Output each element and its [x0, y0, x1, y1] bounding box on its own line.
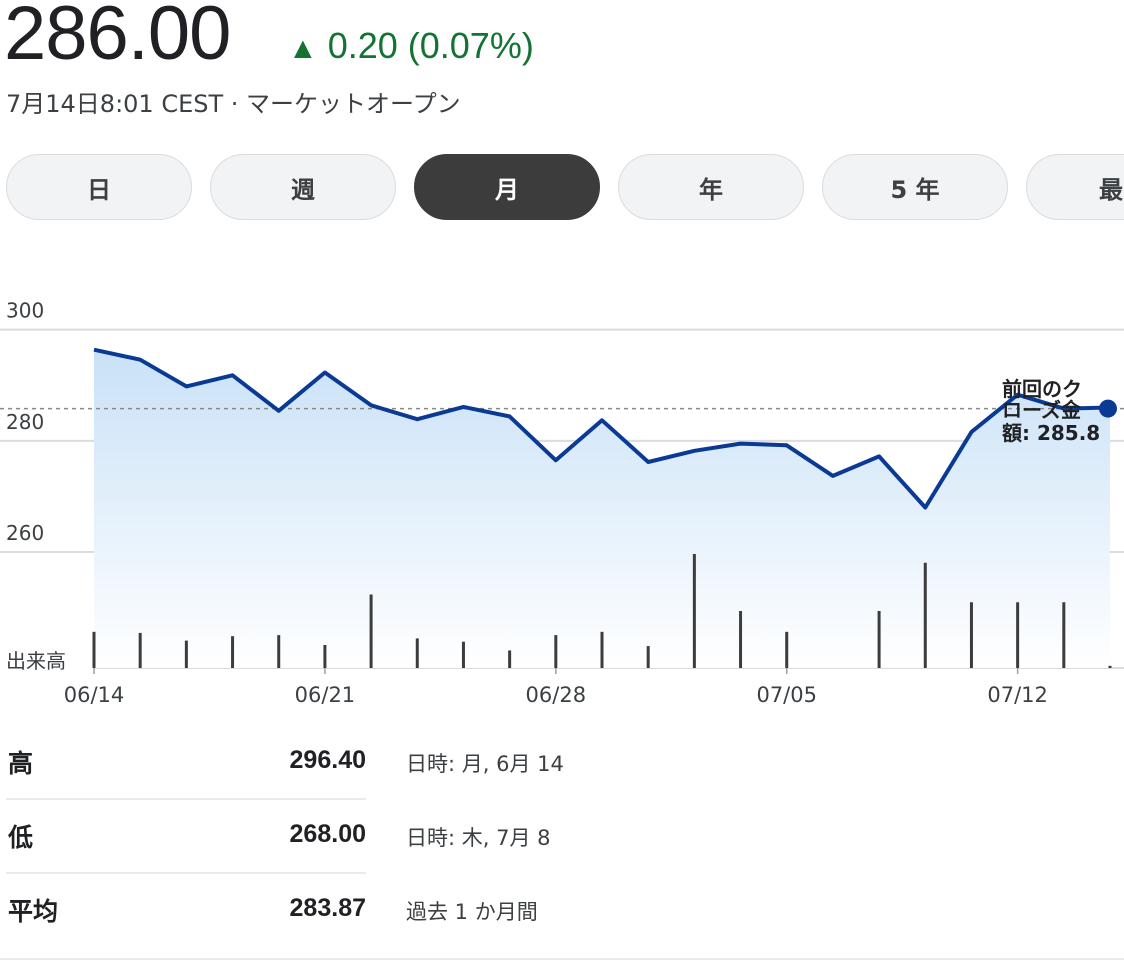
tab-year-label: 年 — [699, 175, 723, 204]
tab-day[interactable]: 日 — [6, 154, 192, 220]
stat-value: 268.00 — [289, 820, 366, 848]
price-change-value: 0.20 (0.07%) — [327, 25, 534, 66]
x-tick-label: 06/21 — [295, 683, 356, 707]
stat-note: 過去 1 か月間 — [406, 900, 538, 924]
x-tick-label: 06/14 — [64, 683, 125, 707]
stat-label: 低 — [8, 823, 34, 852]
price-area-fill — [94, 349, 1110, 668]
y-axis-ticks: 300 280 260 — [6, 299, 44, 545]
stat-label: 高 — [8, 749, 34, 778]
x-tick-label: 07/05 — [756, 683, 817, 707]
tab-month[interactable]: 月 — [414, 154, 600, 220]
stat-value: 296.40 — [289, 746, 366, 774]
stat-row-low: 低 268.00 日時: 木, 7月 8 — [0, 800, 1124, 874]
tab-year[interactable]: 年 — [618, 154, 804, 220]
price-change: ▲ 0.20 (0.07%) — [288, 22, 534, 73]
tab-week-label: 週 — [291, 175, 315, 204]
tab-month-label: 月 — [495, 175, 519, 204]
price-line — [93, 347, 1111, 510]
stat-label: 平均 — [8, 897, 59, 926]
market-timestamp: 7月14日8:01 CEST · マーケットオープン — [6, 90, 461, 118]
tab-5year-label: 5 年 — [890, 175, 940, 204]
previous-close-label: 前回のク ローズ金 額: 285.8 — [1001, 377, 1100, 445]
y-tick-label: 300 — [6, 299, 44, 323]
y-tick-label: 260 — [6, 521, 44, 545]
tab-max[interactable]: 最 — [1026, 154, 1124, 220]
stat-row-high: 高 296.40 日時: 月, 6月 14 — [0, 726, 1124, 800]
divider — [6, 872, 366, 874]
range-tabs: 日 週 月 年 5 年 最 — [0, 154, 1124, 224]
stat-note: 日時: 木, 7月 8 — [406, 826, 551, 850]
stats-table: 高 296.40 日時: 月, 6月 14 低 268.00 日時: 木, 7月… — [0, 726, 1124, 948]
tab-week[interactable]: 週 — [210, 154, 396, 220]
stat-value: 283.87 — [289, 894, 366, 922]
y-tick-label: 280 — [6, 410, 44, 434]
tab-max-label: 最 — [1099, 175, 1123, 204]
stat-row-average: 平均 283.87 過去 1 か月間 — [0, 874, 1124, 948]
stat-note: 日時: 月, 6月 14 — [406, 752, 564, 776]
volume-label: 出来高 — [6, 649, 66, 673]
x-axis-ticks: 06/14 06/21 06/28 07/05 07/12 — [64, 668, 1048, 707]
last-price-point — [1099, 399, 1117, 418]
x-tick-label: 06/28 — [526, 683, 587, 707]
up-arrow-icon: ▲ — [288, 32, 318, 65]
previous-close-label-line-2: ローズ金 — [1002, 398, 1082, 422]
volume-bars — [92, 554, 1112, 668]
previous-close-label-line-3: 額: 285.8 — [1001, 421, 1100, 445]
previous-close-label-line-1: 前回のク — [1002, 377, 1082, 401]
current-price: 286.00 — [4, 0, 231, 76]
bottom-divider — [0, 958, 1124, 960]
x-tick-label: 07/12 — [987, 683, 1048, 707]
tab-5year[interactable]: 5 年 — [822, 154, 1008, 220]
tab-day-label: 日 — [87, 175, 111, 204]
divider — [6, 798, 366, 800]
